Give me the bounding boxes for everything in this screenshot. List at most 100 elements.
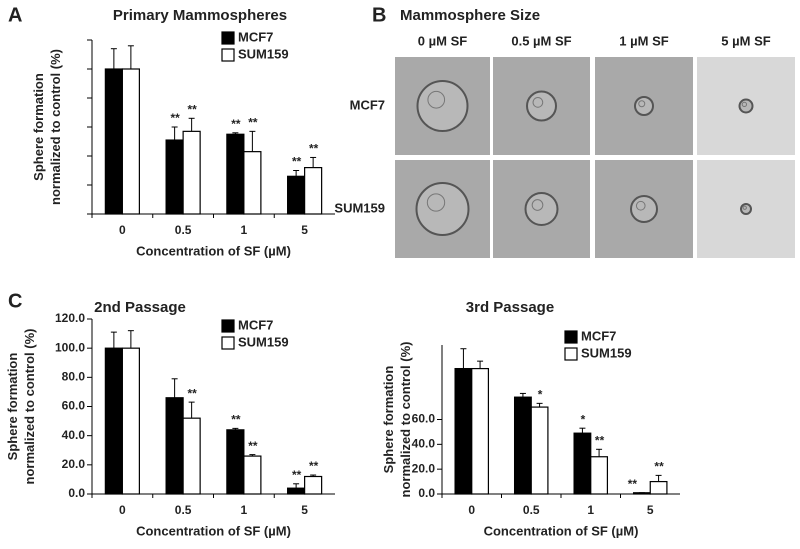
bar: [304, 167, 323, 215]
legend-swatch: [221, 319, 235, 333]
x-tick-label: 5: [647, 503, 654, 517]
y-axis-title: Sphere formation normalized to control (%…: [381, 342, 413, 498]
bar: [243, 455, 262, 495]
row-label: MCF7: [350, 97, 385, 112]
bar: [165, 139, 184, 215]
x-tick-label: 5: [301, 503, 308, 517]
sphere-texture: [741, 101, 748, 108]
significance: **: [627, 477, 638, 491]
significance: **: [231, 413, 242, 427]
y-axis-title-line: Sphere formation: [31, 73, 46, 181]
significance: *: [580, 412, 586, 426]
x-tick-label: 1: [587, 503, 594, 517]
y-tick-label: 40.0: [412, 437, 436, 451]
chart-title: Primary Mammospheres: [113, 7, 287, 24]
significance: **: [187, 386, 198, 400]
bar: [304, 475, 323, 495]
y-axis-title: Sphere formation normalized to control (%…: [5, 329, 37, 485]
x-tick-label: 0: [119, 223, 126, 237]
bar: [632, 492, 651, 495]
y-tick-label: 60.0: [62, 399, 86, 413]
x-tick-label: 0.5: [523, 503, 540, 517]
bar: [590, 456, 609, 495]
bar: [121, 347, 140, 495]
legend-label: SUM159: [238, 334, 289, 349]
bar: [182, 130, 201, 215]
bar: [226, 133, 245, 215]
significance: *: [537, 388, 543, 402]
x-tick-label: 5: [301, 223, 308, 237]
y-tick-label: 120.0: [55, 311, 85, 325]
bar: [573, 432, 592, 495]
x-axis-title: Concentration of SF (µM): [484, 523, 639, 538]
bar: [287, 487, 306, 495]
sphere-texture: [427, 90, 446, 109]
y-tick-label: 0.0: [418, 486, 435, 500]
y-tick-label: 20.0: [412, 461, 436, 475]
column-label: 0 µM SF: [418, 33, 467, 48]
significance: **: [308, 142, 319, 156]
significance: **: [654, 460, 665, 474]
sphere-texture: [742, 205, 747, 210]
panel-title: Mammosphere Size: [400, 7, 540, 24]
y-tick-label: 80.0: [62, 370, 86, 384]
legend-swatch: [221, 48, 235, 62]
legend-swatch: [564, 347, 578, 361]
legend-swatch: [564, 330, 578, 344]
legend-label: MCF7: [581, 328, 616, 343]
bar: [471, 367, 490, 495]
legend-label: SUM159: [238, 46, 289, 61]
x-axis-title: Concentration of SF (µM): [136, 243, 291, 258]
sphere-texture: [638, 100, 646, 108]
x-tick-label: 0: [468, 503, 475, 517]
x-tick-label: 0: [119, 503, 126, 517]
bar: [454, 367, 473, 495]
significance: **: [248, 439, 259, 453]
bar: [165, 397, 184, 495]
bar: [182, 417, 201, 495]
x-tick-label: 1: [241, 223, 248, 237]
y-tick-label: 60.0: [412, 412, 436, 426]
chart-title: 2nd Passage: [94, 299, 186, 316]
bar: [104, 68, 123, 215]
bar: [287, 175, 306, 215]
sphere-texture: [531, 199, 544, 211]
y-axis-title-line: normalized to control (%): [48, 49, 63, 205]
bar: [226, 429, 245, 495]
legend-label: MCF7: [238, 29, 273, 44]
y-tick-label: 40.0: [62, 428, 86, 442]
y-axis-title-line: Sphere formation: [381, 366, 396, 474]
y-tick-label: 0.0: [68, 486, 85, 500]
x-tick-label: 1: [241, 503, 248, 517]
significance: **: [291, 155, 302, 169]
significance: **: [291, 468, 302, 482]
bar: [243, 151, 262, 215]
legend-swatch: [221, 31, 235, 45]
bar: [649, 480, 668, 495]
x-tick-label: 0.5: [175, 223, 192, 237]
sphere: [416, 80, 469, 132]
bar: [121, 68, 140, 215]
legend-label: MCF7: [238, 317, 273, 332]
y-axis-title-line: Sphere formation: [5, 353, 20, 461]
bar: [104, 347, 123, 495]
significance: **: [170, 111, 181, 125]
significance: **: [248, 116, 259, 130]
column-label: 1 µM SF: [619, 33, 668, 48]
y-axis-title-line: normalized to control (%): [398, 342, 413, 498]
panel-label: A: [8, 4, 22, 26]
y-axis-title: Sphere formation normalized to control (%…: [31, 49, 63, 205]
sphere-texture: [532, 97, 544, 108]
x-tick-label: 0.5: [175, 503, 192, 517]
significance: **: [187, 102, 198, 116]
column-label: 5 µM SF: [721, 33, 770, 48]
y-tick-label: 100.0: [55, 340, 85, 354]
column-label: 0.5 µM SF: [511, 33, 571, 48]
y-tick-label: 20.0: [62, 457, 86, 471]
chart-title: 3rd Passage: [466, 299, 554, 316]
legend-label: SUM159: [581, 345, 632, 360]
sphere: [415, 182, 470, 236]
bar: [513, 396, 532, 495]
row-label: SUM159: [334, 200, 385, 215]
